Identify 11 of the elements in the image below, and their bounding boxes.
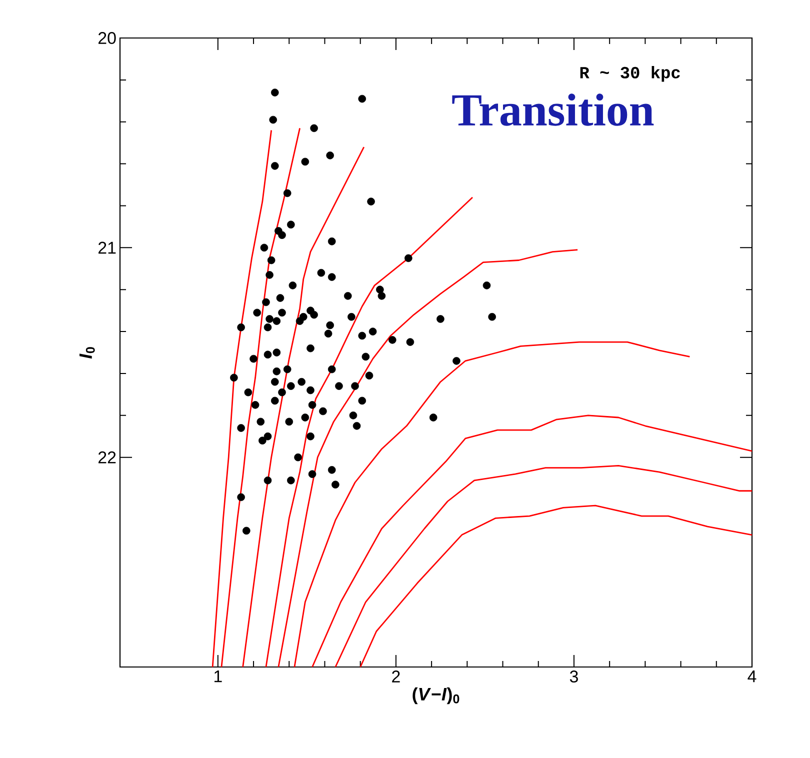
x-tick-label: 1 <box>214 670 222 682</box>
y-tick-label: 20 <box>98 32 116 44</box>
y-axis-title: I$_{0}$ <box>80 347 95 359</box>
x-axis-title: (V−I)$_{0}$ <box>412 687 460 704</box>
x-tick-label: 3 <box>570 670 578 683</box>
x-tick-label: 2 <box>392 670 400 682</box>
y-tick-label: 22 <box>98 451 116 464</box>
y-tick-label: 21 <box>98 242 116 254</box>
x-tick-label: 4 <box>748 670 756 682</box>
text: Transition <box>452 94 654 126</box>
annotation: R ~ 30 kpc <box>580 66 680 82</box>
